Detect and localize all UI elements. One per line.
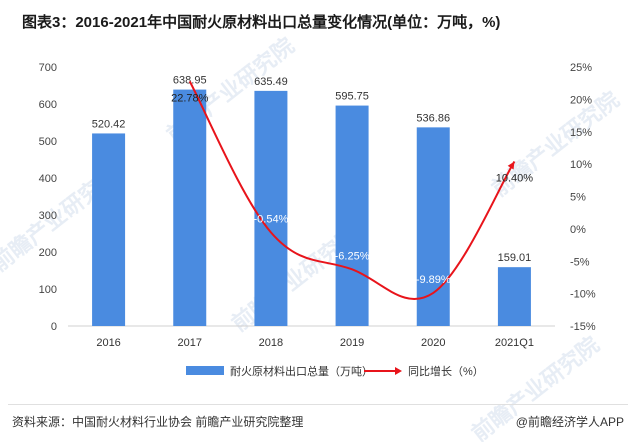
credit-note: @前瞻经济学人APP bbox=[515, 415, 624, 429]
y-left-tick-label: 100 bbox=[39, 284, 57, 296]
growth-line bbox=[188, 80, 516, 300]
growth-value-label: -0.54% bbox=[253, 213, 288, 225]
growth-value-label: -6.25% bbox=[335, 250, 370, 262]
y-left-tick-label: 500 bbox=[39, 136, 57, 148]
bar-value-label: 635.49 bbox=[254, 76, 288, 88]
y-right-tick-label: 0% bbox=[570, 224, 586, 236]
y-right-tick-label: 25% bbox=[570, 62, 592, 74]
y-right-tick-label: 20% bbox=[570, 94, 592, 106]
x-tick-label: 2020 bbox=[421, 337, 445, 349]
x-tick-label: 2016 bbox=[96, 337, 120, 349]
growth-value-label: -9.89% bbox=[416, 274, 451, 286]
x-tick-label: 2021Q1 bbox=[495, 337, 534, 349]
bar bbox=[92, 133, 126, 326]
y-right-tick-label: 5% bbox=[570, 192, 586, 204]
x-tick-label: 2017 bbox=[178, 337, 202, 349]
footer-divider bbox=[8, 404, 628, 405]
bar-value-label: 520.42 bbox=[92, 118, 126, 130]
growth-line-arrowhead bbox=[507, 161, 515, 170]
y-right-tick-label: 15% bbox=[570, 127, 592, 139]
bar bbox=[497, 267, 531, 326]
y-right-tick-label: 10% bbox=[570, 159, 592, 171]
y-left-tick-label: 600 bbox=[39, 99, 57, 111]
source-note: 资料来源：中国耐火材料行业协会 前瞻产业研究院整理 bbox=[12, 415, 304, 429]
y-left-tick-label: 400 bbox=[39, 173, 57, 185]
bar bbox=[254, 90, 288, 326]
bar bbox=[416, 127, 450, 326]
y-right-tick-label: -15% bbox=[570, 321, 596, 333]
growth-value-label: 10.40% bbox=[496, 173, 534, 185]
bar-value-label: 595.75 bbox=[335, 91, 369, 103]
bar-value-label: 638.95 bbox=[173, 75, 207, 87]
bar-value-label: 536.86 bbox=[416, 112, 450, 124]
legend-line-arrowhead bbox=[395, 367, 402, 375]
legend-bar-label: 耐火原材料出口总量（万吨） bbox=[230, 364, 373, 378]
y-left-tick-label: 300 bbox=[39, 210, 57, 222]
bar bbox=[173, 89, 207, 326]
y-right-tick-label: -5% bbox=[570, 256, 590, 268]
legend-bar-swatch bbox=[186, 366, 224, 375]
y-left-tick-label: 700 bbox=[39, 62, 57, 74]
legend-line-label: 同比增长（%） bbox=[408, 364, 484, 378]
bar-value-label: 159.01 bbox=[498, 252, 532, 264]
y-right-tick-label: -10% bbox=[570, 289, 596, 301]
x-tick-label: 2019 bbox=[340, 337, 364, 349]
y-left-tick-label: 200 bbox=[39, 247, 57, 259]
y-left-tick-label: 0 bbox=[51, 321, 57, 333]
growth-value-label: 22.78% bbox=[171, 92, 209, 104]
x-tick-label: 2018 bbox=[259, 337, 283, 349]
bar bbox=[335, 105, 369, 326]
chart-title: 图表3：2016-2021年中国耐火原材料出口总量变化情况(单位：万吨，%) bbox=[22, 14, 501, 31]
